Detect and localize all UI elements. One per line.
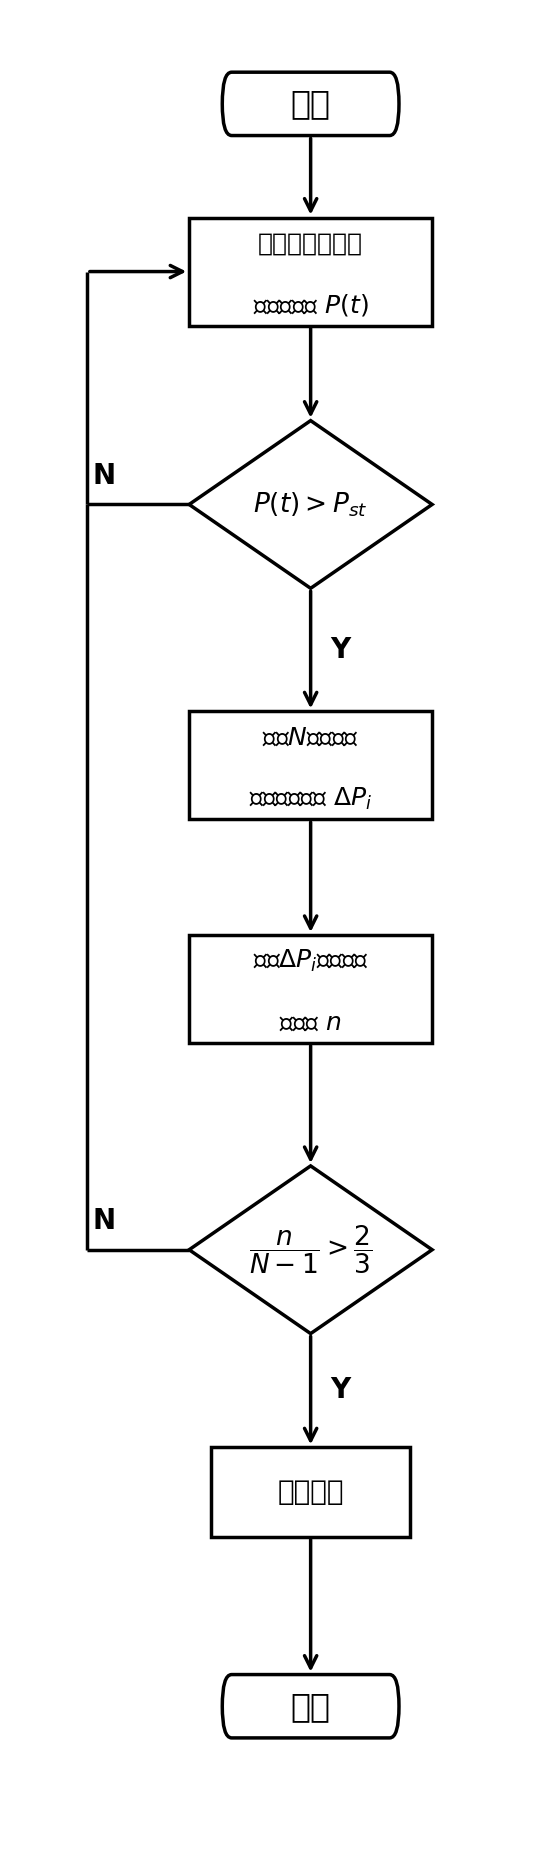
- Text: N: N: [93, 1207, 115, 1235]
- Text: 结束: 结束: [291, 1691, 331, 1722]
- Bar: [211, 1448, 410, 1538]
- Text: 处压力变化量 $\Delta P_i$: 处压力变化量 $\Delta P_i$: [249, 786, 372, 812]
- Bar: [189, 935, 432, 1043]
- Text: 统计$\Delta P_i$中为正值: 统计$\Delta P_i$中为正值: [253, 948, 369, 974]
- Text: 壁压力数值 $P(t)$: 壁压力数值 $P(t)$: [253, 293, 369, 317]
- Text: N: N: [93, 461, 115, 489]
- Bar: [189, 711, 432, 819]
- Text: $\dfrac{n}{N-1} > \dfrac{2}{3}$: $\dfrac{n}{N-1} > \dfrac{2}{3}$: [249, 1224, 372, 1276]
- Text: $P(t) > P_{st}$: $P(t) > P_{st}$: [253, 491, 368, 519]
- Text: 开始: 开始: [291, 88, 331, 121]
- Polygon shape: [189, 1166, 432, 1334]
- FancyBboxPatch shape: [223, 1674, 399, 1737]
- Polygon shape: [189, 420, 432, 588]
- Text: 的个数 $n$: 的个数 $n$: [279, 1010, 342, 1034]
- Text: Y: Y: [330, 1377, 350, 1405]
- Text: 保护跳闸: 保护跳闸: [278, 1478, 344, 1506]
- Text: Y: Y: [330, 636, 350, 664]
- Text: 读取变压器油箱: 读取变压器油箱: [258, 231, 363, 256]
- Bar: [189, 218, 432, 325]
- Text: 计算$N$个采样点: 计算$N$个采样点: [262, 726, 359, 750]
- FancyBboxPatch shape: [223, 73, 399, 136]
